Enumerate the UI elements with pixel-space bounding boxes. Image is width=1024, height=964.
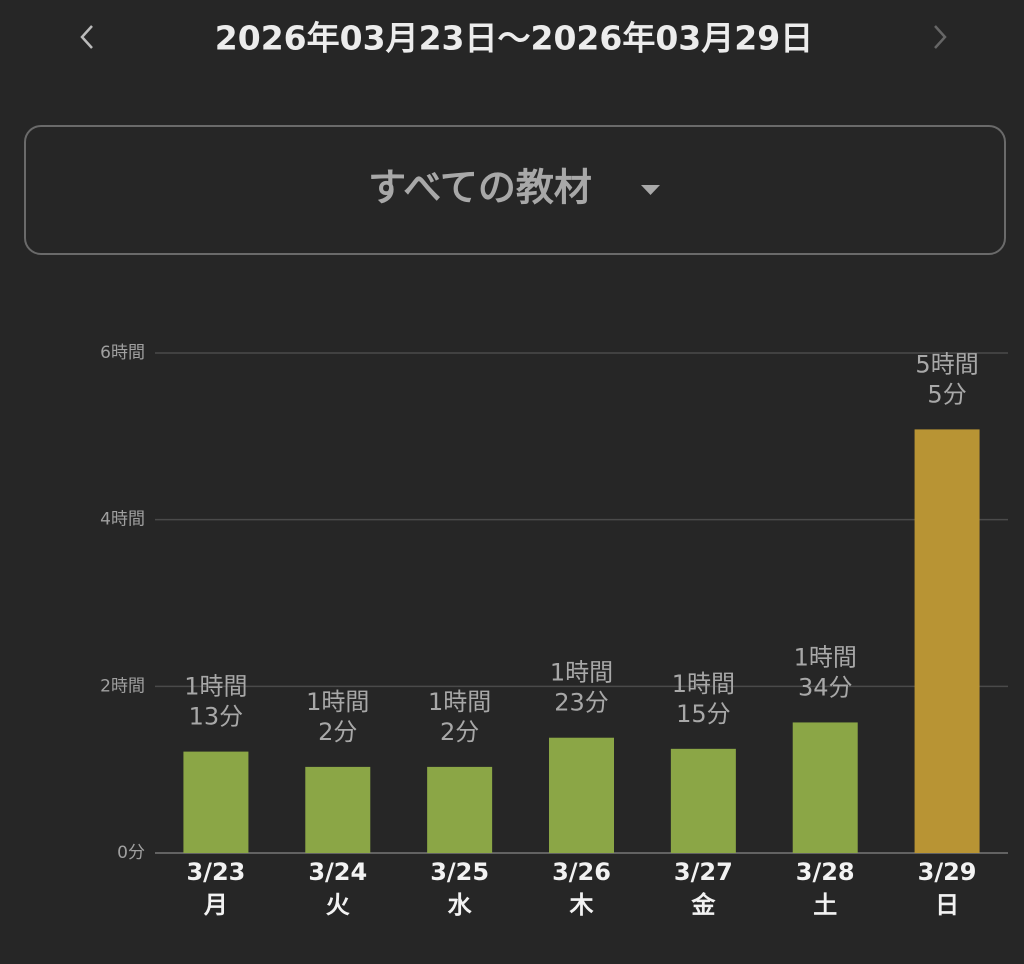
value-label: 1時間 [184,673,247,701]
x-tick-label: 3/23 [186,858,245,886]
bar [914,429,980,853]
weekday-label: 木 [569,891,595,919]
value-label: 15分 [676,700,731,728]
chart: 0分2時間4時間6時間1時間13分3/23月1時間2分3/24火1時間2分3/2… [100,343,1008,919]
bar [792,722,858,853]
weekday-label: 火 [326,891,350,919]
weekday-label: 日 [935,891,959,919]
value-label: 23分 [554,689,609,717]
value-label: 1時間 [794,643,857,671]
y-tick-label: 6時間 [100,343,145,363]
x-tick-label: 3/25 [430,858,489,886]
weekday-label: 金 [690,891,716,919]
bar [670,748,736,853]
next-arrow[interactable] [934,25,947,49]
value-label: 1時間 [306,688,369,716]
value-label: 1時間 [428,688,491,716]
x-tick-label: 3/24 [308,858,367,886]
value-label: 13分 [189,703,244,731]
weekday-label: 土 [813,891,837,919]
bar [305,766,371,853]
y-tick-label: 4時間 [100,510,145,530]
value-label: 2分 [440,718,479,746]
value-label: 2分 [318,718,357,746]
prev-arrow[interactable] [80,25,93,49]
bar [427,766,493,853]
value-label: 5時間 [915,350,978,378]
weekday-label: 水 [448,891,473,919]
value-label: 1時間 [550,659,613,687]
dropdown-icon [641,185,660,195]
value-label: 34分 [798,673,853,701]
weekday-label: 月 [203,891,228,919]
date-range: 2026年03月23日〜2026年03月29日 [215,19,813,58]
x-tick-label: 3/26 [552,858,611,886]
bar [549,737,614,853]
value-label: 5分 [927,380,966,408]
y-tick-label: 2時間 [100,676,145,696]
material-selector[interactable] [24,125,1006,255]
x-tick-label: 3/29 [918,858,977,886]
bar [183,751,249,853]
x-tick-label: 3/28 [796,858,855,886]
value-label: 1時間 [672,670,735,698]
selector-label: すべての教材 [368,166,592,210]
y-tick-label: 0分 [117,843,145,863]
x-tick-label: 3/27 [674,858,733,886]
